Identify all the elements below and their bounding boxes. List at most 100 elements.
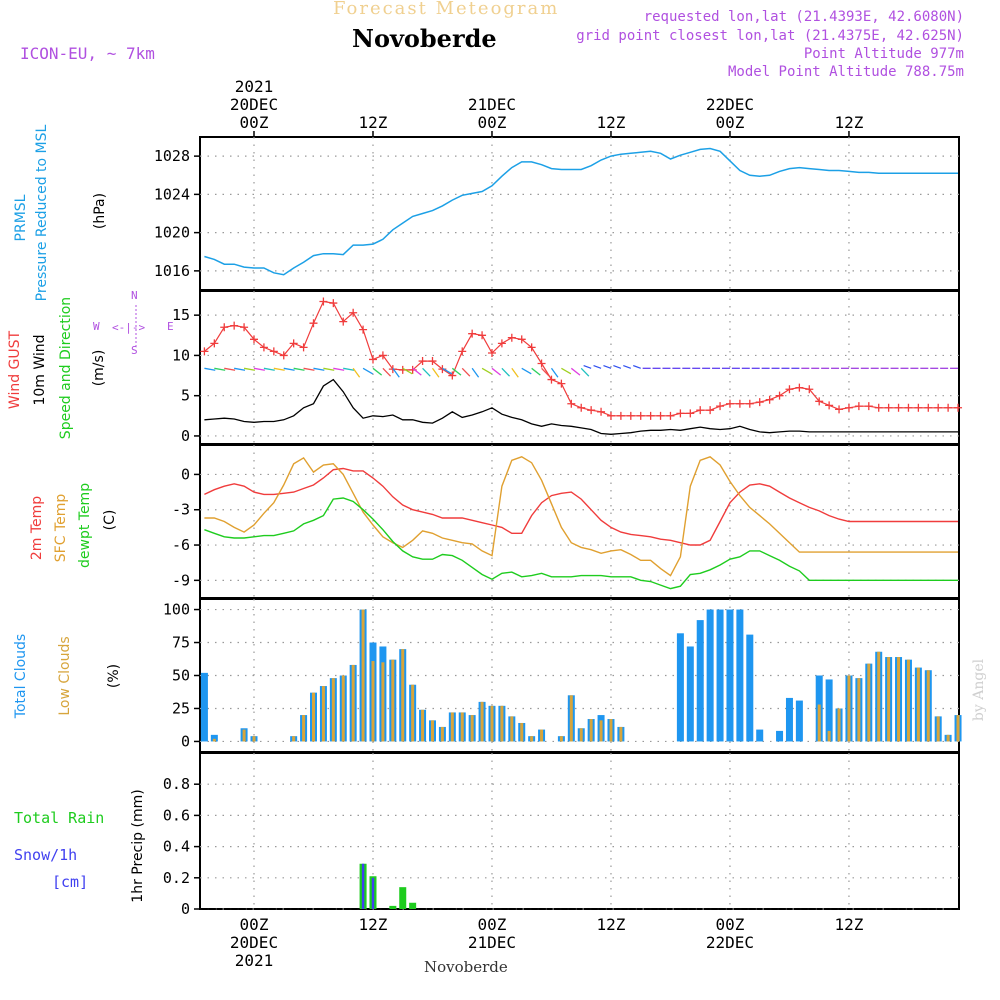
low-cloud-bar (827, 730, 831, 742)
wind10-line (204, 378, 958, 435)
gust-point (507, 333, 516, 342)
wind-dir-arrow (402, 367, 413, 375)
total-cloud-bar (726, 609, 734, 742)
low-cloud-bar (292, 736, 296, 742)
low-cloud-bar (897, 657, 901, 742)
bottom-time-label: 00Z (240, 915, 269, 934)
low-cloud-bar (520, 722, 524, 742)
gust-point (854, 402, 863, 411)
low-cloud-bar (559, 736, 563, 742)
top-time-label: 2021 (235, 77, 274, 96)
gust-point (319, 297, 328, 306)
wind-dir-arrow (521, 367, 532, 375)
wind-dir-arrow (491, 367, 502, 376)
gust-point (349, 308, 358, 317)
gust-point (577, 403, 586, 412)
gust-point (785, 385, 794, 394)
compass-s: S (131, 344, 138, 357)
y-tick-label: 25 (172, 699, 190, 717)
low-cloud-bar (609, 719, 613, 742)
top-time-label: 12Z (597, 113, 626, 132)
snow-label: Snow/1h (14, 846, 78, 864)
rain-bar (389, 905, 397, 909)
gust-point (289, 339, 298, 348)
gust-point (795, 383, 804, 392)
total-cloud-bar (696, 620, 704, 742)
low-cloud-bar (401, 649, 405, 742)
total-cloud-bar (795, 700, 803, 742)
low-cloud-bar (936, 716, 940, 742)
wind-dir-arrow (501, 367, 511, 377)
low-cloud-bar (321, 686, 325, 742)
wind-dir-arrow (613, 364, 622, 369)
gust-point (567, 399, 576, 408)
wind-dir-arrow (243, 367, 256, 371)
wind-dir-arrow (323, 367, 335, 371)
gust-point (299, 343, 308, 352)
y-tick-label: 50 (172, 667, 190, 685)
wind-dir-arrow (283, 367, 295, 371)
low-cloud-bar (946, 734, 950, 742)
wind-dir-arrow (362, 367, 373, 375)
gust-point (557, 379, 566, 388)
gust-point (706, 406, 715, 415)
compass-e: E (167, 320, 174, 333)
gust-point (954, 403, 963, 412)
gust-point (587, 406, 596, 415)
low-cloud-bar (440, 726, 444, 742)
y-tick-label: 100 (163, 601, 190, 619)
wind-dir-arrow (382, 367, 392, 377)
low-cloud-bar (252, 736, 256, 742)
wind-dir-arrow (623, 364, 632, 369)
gust-point (230, 321, 239, 330)
y-tick-label: 15 (172, 306, 190, 324)
wind-dir-arrow (343, 367, 355, 371)
y-tick-label: 0.4 (163, 838, 190, 856)
wind-dir-arrow (481, 367, 492, 375)
low-cloud-bar (569, 695, 573, 742)
wind-dir-arrow (303, 367, 315, 371)
y-tick-label: -3 (172, 501, 190, 519)
gust-point (676, 409, 685, 418)
low-cloud-bar (361, 609, 365, 742)
low-cloud-bar (916, 667, 920, 742)
low-cloud-bar (619, 726, 623, 742)
gust-point (240, 323, 249, 332)
gust-point (686, 409, 695, 418)
low-cloud-bar (599, 720, 603, 742)
y-tick-label: 0.8 (163, 775, 190, 793)
gust-point (597, 407, 606, 416)
low-cloud-bar (867, 663, 871, 742)
gust-point (844, 403, 853, 412)
bottom-time-label: 2021 (235, 951, 274, 970)
rain-label: Total Rain (14, 809, 105, 827)
wind-dir-arrow (412, 367, 422, 376)
t2m-label: 2m Temp (29, 495, 45, 561)
snow-bar (371, 877, 375, 909)
gust-point (835, 405, 844, 414)
gust-point (220, 323, 229, 332)
snow-bar (361, 863, 365, 909)
top-time-label: 00Z (478, 113, 507, 132)
gust-point (874, 403, 883, 412)
low-cloud-bar (490, 705, 494, 742)
low-cloud-bar (540, 729, 544, 742)
wind-dir-arrow (224, 367, 236, 371)
y-tick-label: 0 (181, 900, 190, 918)
gust-point (547, 375, 556, 384)
wind-dir-arrow (333, 367, 345, 371)
requested-coords: requested lon,lat (21.4393E, 42.6080N) (643, 9, 964, 25)
bottom-time-label: 21DEC (468, 933, 516, 952)
y-tick-label: 0.6 (163, 806, 190, 824)
top-time-label: 21DEC (468, 95, 516, 114)
gust-point (359, 325, 368, 334)
gust-point (527, 343, 536, 352)
panel-frame-2 (199, 444, 960, 599)
clouds-unit-label: (%) (106, 663, 122, 689)
gust-point (606, 411, 615, 420)
low-cloud-bar (956, 715, 960, 742)
y-tick-label: 0 (181, 465, 190, 483)
gust-point (428, 357, 437, 366)
low-cloud-bar (391, 659, 395, 742)
